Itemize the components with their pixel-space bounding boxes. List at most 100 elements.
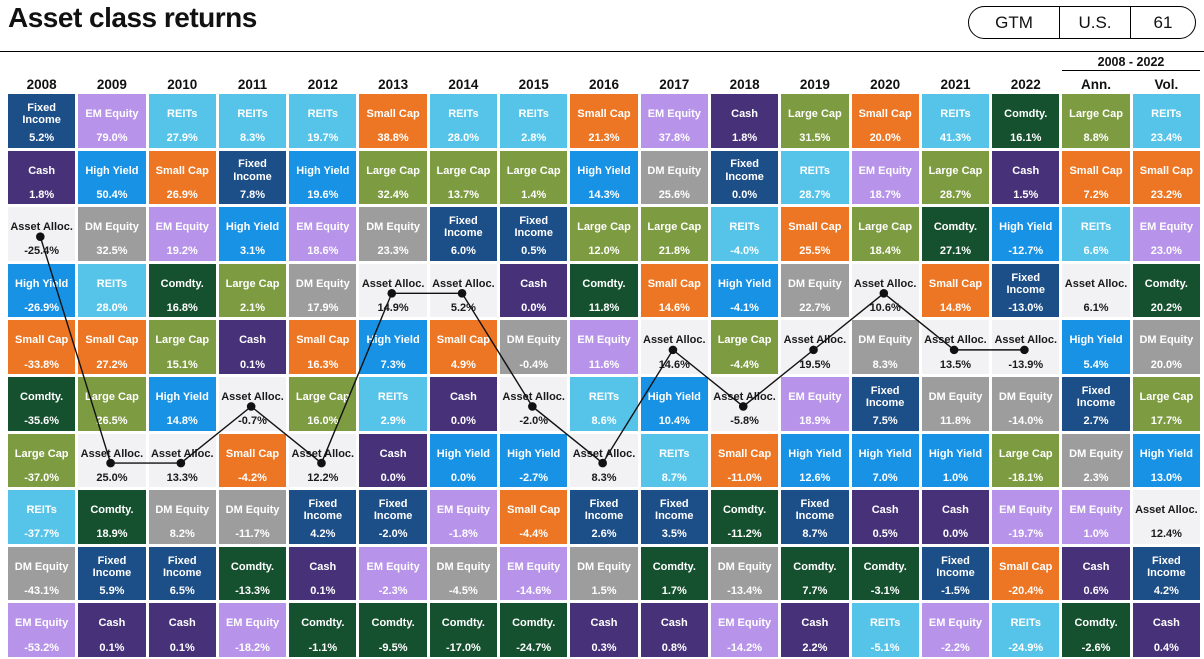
asset-label: Small Cap [85, 334, 139, 347]
asset-label: Small Cap [577, 107, 631, 120]
asset-return-value: 8.8% [1083, 132, 1109, 145]
gtm-badge: GTM U.S. 61 [968, 6, 1196, 39]
asset-label: Asset Alloc. [853, 277, 917, 290]
asset-label: Comdty. [863, 560, 907, 573]
asset-label: REITs [729, 221, 760, 234]
cell-2022-cash: Cash 1.5% [992, 150, 1060, 205]
cell-2022-fixed-income: Fixed Income -13.0% [992, 263, 1060, 318]
cell-2016-reits: REITs 8.6% [570, 376, 638, 431]
asset-label: Cash [309, 560, 337, 573]
cell-2013-cash: Cash 0.0% [359, 433, 427, 488]
cell-2013-dm-equity: DM Equity 23.3% [359, 207, 427, 261]
asset-return-value: 6.5% [169, 585, 195, 598]
asset-return-value: 14.6% [658, 358, 690, 371]
asset-return-value: -4.2% [238, 471, 267, 484]
cell-2010-high-yield: High Yield 14.8% [148, 376, 216, 431]
asset-label: Comdty. [582, 277, 626, 290]
asset-return-value: 0.8% [661, 641, 687, 654]
asset-label: High Yield [647, 390, 701, 403]
cell-2017-em-equity: EM Equity 37.8% [640, 94, 708, 148]
asset-label: Asset Alloc. [994, 334, 1058, 347]
asset-return-value: -1.5% [941, 585, 970, 598]
asset-label: REITs [237, 107, 268, 120]
asset-label: Small Cap [1139, 164, 1193, 177]
asset-return-value: 0.5% [521, 245, 547, 258]
cell-Vol-em-equity: EM Equity 23.0% [1132, 207, 1200, 261]
asset-return-value: -1.8% [449, 528, 478, 541]
cell-2017-large-cap: Large Cap 21.8% [640, 207, 708, 261]
asset-return-value: 1.8% [29, 188, 55, 201]
cell-2018-fixed-income: Fixed Income 0.0% [710, 150, 779, 205]
cell-2018-dm-equity: DM Equity -13.4% [710, 546, 779, 601]
asset-label: DM Equity [577, 560, 631, 573]
cell-2008-fixed-income: Fixed Income 5.2% [8, 94, 76, 148]
asset-return-value: -18.2% [235, 641, 270, 654]
asset-return-value: -4.5% [449, 585, 478, 598]
asset-label: Cash [801, 617, 829, 630]
asset-return-value: 16.1% [1010, 132, 1042, 145]
asset-label: Fixed Income [22, 101, 61, 127]
asset-return-value: 15.1% [166, 358, 198, 371]
asset-return-value: 2.3% [1083, 471, 1109, 484]
asset-return-value: -13.0% [1008, 302, 1044, 315]
cell-2021-fixed-income: Fixed Income -1.5% [921, 546, 990, 601]
asset-return-value: 7.5% [872, 415, 898, 428]
cell-2009-small-cap: Small Cap 27.2% [78, 320, 146, 374]
asset-label: Asset Alloc. [783, 334, 847, 347]
cell-2017-reits: REITs 8.7% [640, 433, 708, 488]
asset-label: Cash [1082, 560, 1110, 573]
asset-label: DM Equity [998, 390, 1053, 403]
cell-2012-dm-equity: DM Equity 17.9% [289, 263, 357, 318]
asset-label: Fixed Income [373, 498, 413, 523]
asset-label: Asset Alloc. [572, 447, 636, 460]
cell-Vol-large-cap: Large Cap 17.7% [1132, 376, 1200, 431]
asset-return-value: -53.2% [24, 641, 60, 654]
asset-label: Large Cap [858, 221, 913, 234]
asset-label: Fixed Income [1147, 554, 1186, 579]
asset-return-value: 8.3% [872, 358, 898, 371]
asset-label: Small Cap [436, 334, 490, 347]
asset-label: REITs [588, 390, 620, 403]
cell-2017-fixed-income: Fixed Income 3.5% [640, 490, 708, 544]
asset-label: Cash [98, 617, 126, 630]
column-header-2019: 2019 [799, 77, 830, 92]
cell-2017-small-cap: Small Cap 14.6% [640, 263, 708, 318]
cell-2015-fixed-income: Fixed Income 0.5% [500, 207, 568, 261]
asset-label: High Yield [1139, 447, 1193, 460]
asset-label: Fixed Income [936, 554, 975, 579]
asset-return-value: -20.4% [1008, 585, 1044, 598]
asset-return-value: 27.2% [96, 358, 128, 371]
cell-2011-cash: Cash 0.1% [218, 320, 287, 374]
asset-label: Fixed Income [655, 498, 694, 523]
asset-label: REITs [518, 107, 549, 120]
asset-label: Fixed Income [233, 158, 272, 183]
asset-label: Small Cap [296, 334, 350, 347]
asset-label: Fixed Income [162, 554, 202, 579]
cell-2011-comdty: Comdty. -13.3% [218, 546, 287, 601]
asset-return-value: -13.4% [727, 585, 763, 598]
asset-return-value: 0.1% [310, 585, 336, 598]
cell-2014-reits: REITs 28.0% [429, 94, 498, 148]
asset-label: High Yield [436, 447, 490, 460]
cell-2013-small-cap: Small Cap 38.8% [359, 94, 427, 148]
cell-2020-reits: REITs -5.1% [851, 603, 919, 657]
cell-2021-asset-alloc: Asset Alloc. 13.5% [921, 320, 990, 374]
asset-label: Large Cap [1069, 107, 1123, 120]
asset-label: Cash [731, 107, 759, 120]
asset-return-value: 1.0% [1083, 528, 1109, 541]
asset-return-value: 7.8% [239, 188, 266, 201]
cell-2009-high-yield: High Yield 50.4% [78, 150, 146, 205]
cell-2012-em-equity: EM Equity 18.6% [289, 207, 357, 261]
asset-label: Fixed Income [92, 554, 132, 579]
asset-return-value: 23.0% [1150, 245, 1182, 258]
asset-label: Comdty. [1144, 277, 1188, 290]
cell-2008-small-cap: Small Cap -33.8% [8, 320, 76, 374]
asset-label: REITs [869, 617, 901, 630]
asset-return-value: -14.0% [1008, 415, 1044, 428]
asset-return-value: 5.4% [1083, 358, 1109, 371]
cell-2011-reits: REITs 8.3% [218, 94, 287, 148]
asset-return-value: 7.0% [872, 471, 898, 484]
asset-label: Asset Alloc. [10, 221, 73, 234]
cell-Vol-dm-equity: DM Equity 20.0% [1132, 320, 1200, 374]
cell-2008-comdty: Comdty. -35.6% [8, 376, 76, 431]
